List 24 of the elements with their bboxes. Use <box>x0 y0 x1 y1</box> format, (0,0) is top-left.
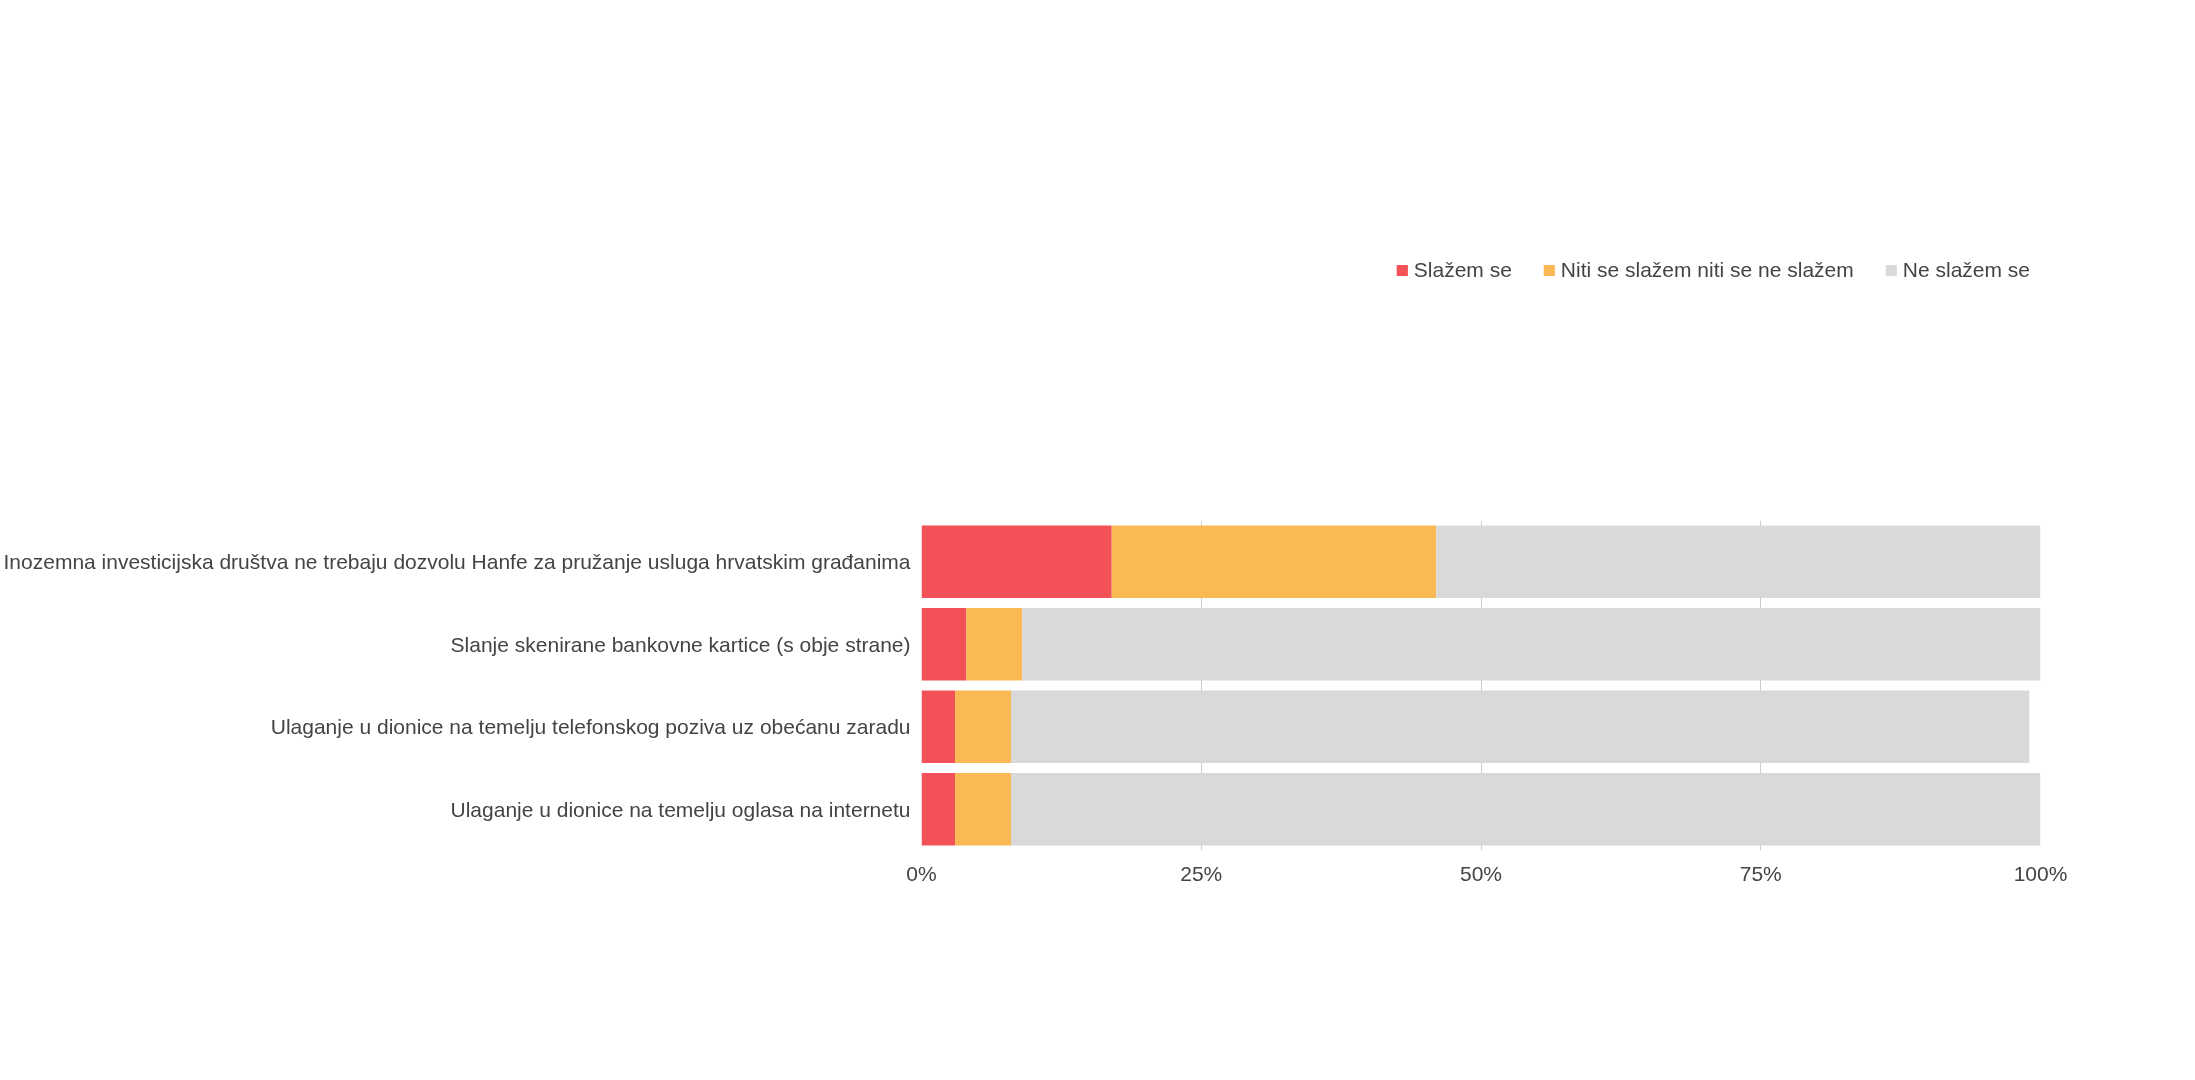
bar <box>966 607 1023 681</box>
bar <box>955 690 1012 764</box>
bar <box>1011 690 2030 764</box>
y-tick-label: Inozemna investicijska društva ne trebaju dozvolu Hanfe za pružanje usluga hrvatskim građanima <box>3 550 911 574</box>
y-tick-label: Slanje skenirane bankovne kartice (s obje strane) <box>450 632 911 656</box>
x-tick-label: 75% <box>1739 861 1782 885</box>
bar <box>1011 772 2041 846</box>
bar <box>1111 525 1437 599</box>
legend-label: Niti se slažem niti se ne slažem <box>1560 258 1854 282</box>
bar <box>955 772 1012 846</box>
x-tick-label: 100% <box>2013 861 2068 885</box>
bar <box>1436 525 2041 599</box>
x-tick-label: 50% <box>1459 861 1503 885</box>
legend-label: Ne slažem se <box>1902 258 2030 282</box>
legend-label: Slažem se <box>1413 258 1512 282</box>
y-tick-label: Ulaganje u dionice na temelju oglasa na internetu <box>450 797 911 821</box>
bar <box>921 690 956 764</box>
y-tick-label: Ulaganje u dionice na temelju telefonskog poziva uz obećanu zaradu <box>270 715 911 739</box>
bar <box>921 607 967 681</box>
x-tick-label: 25% <box>1180 861 1223 885</box>
bar <box>921 525 1112 599</box>
x-tick-label: 0% <box>906 861 937 885</box>
bar <box>1022 607 2041 681</box>
bar <box>921 772 956 846</box>
